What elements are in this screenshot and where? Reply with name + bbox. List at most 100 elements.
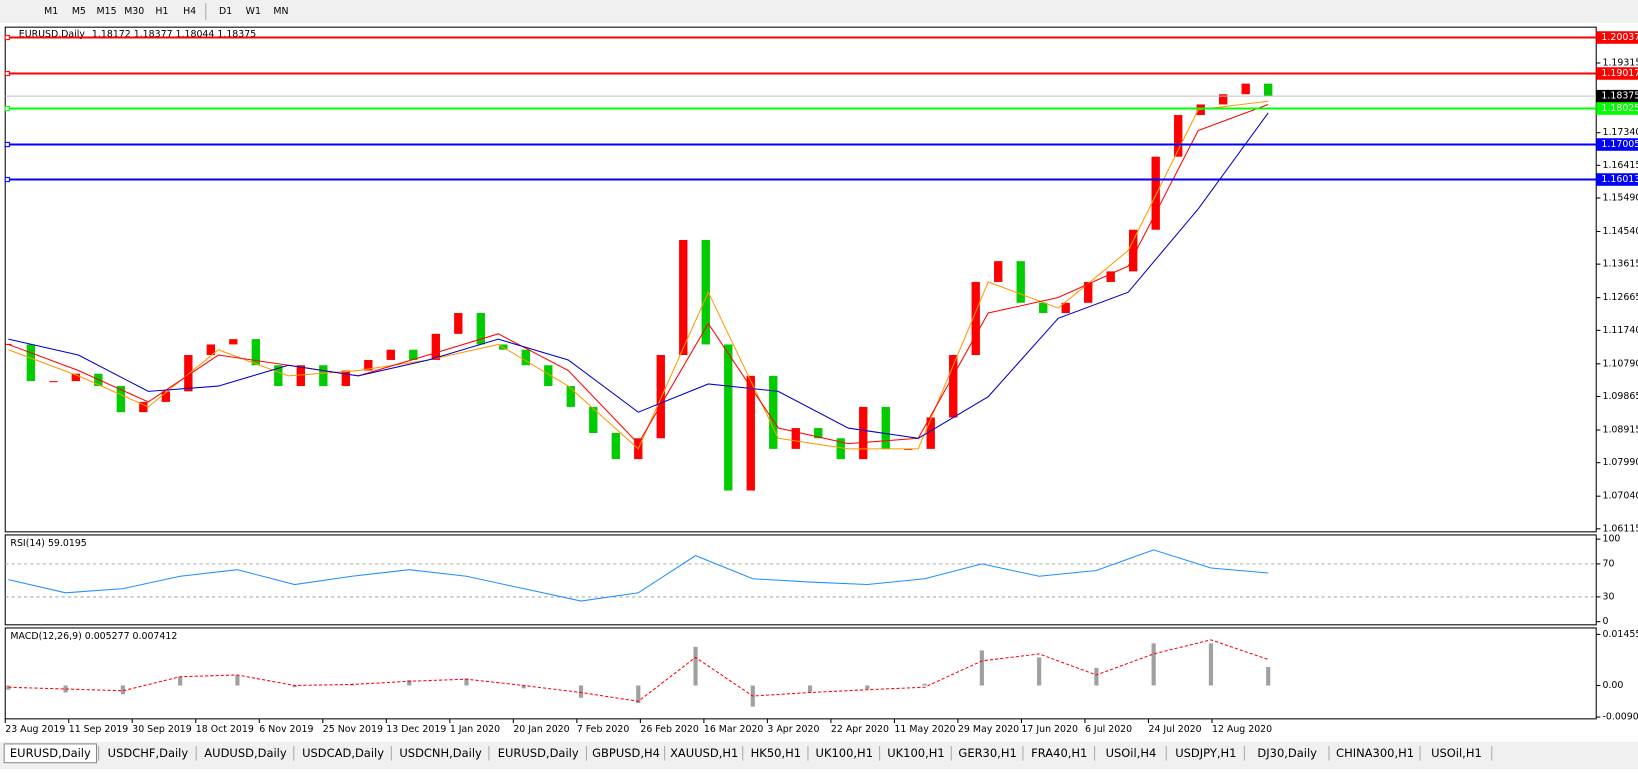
level-label: 1.16013	[1601, 174, 1638, 185]
x-tick-label: 17 Jun 2020	[1021, 724, 1078, 735]
tab-label[interactable]: EURUSD,Daily	[498, 746, 579, 760]
candle	[881, 406, 890, 449]
tab-label[interactable]: FRA40,H1	[1031, 746, 1087, 760]
macd-bar	[922, 683, 927, 686]
tab[interactable]	[1097, 743, 1165, 763]
tab-label[interactable]: GER30,H1	[958, 746, 1016, 760]
candle	[836, 438, 845, 460]
y-tick-label: 1.07040	[1602, 491, 1638, 502]
tab[interactable]	[296, 743, 390, 763]
tab-label[interactable]: GBPUSD,H4	[592, 746, 660, 760]
tab-label[interactable]: HK50,H1	[751, 746, 801, 760]
macd-bar	[636, 685, 641, 704]
candle	[724, 344, 733, 491]
timeframe-button[interactable]: M1	[44, 6, 58, 17]
tab-label[interactable]: USDCAD,Daily	[302, 746, 384, 760]
y-tick-label: 1.17340	[1602, 127, 1638, 138]
x-tick-label: 20 Jan 2020	[513, 724, 569, 735]
level-handle	[4, 70, 10, 77]
candle	[1219, 94, 1228, 105]
candle	[409, 349, 418, 360]
tab[interactable]	[101, 743, 195, 763]
x-tick-label: 23 Aug 2019	[5, 724, 65, 735]
tab-label[interactable]: USOil,H4	[1106, 746, 1157, 760]
timeframe-button[interactable]: M15	[97, 6, 117, 17]
tab[interactable]	[1247, 743, 1327, 763]
tab-label[interactable]: EURUSD,Daily	[10, 746, 91, 760]
tab[interactable]	[667, 743, 741, 763]
tab-label[interactable]: USDCNH,Daily	[399, 746, 482, 760]
tab[interactable]	[745, 743, 806, 763]
candle	[904, 448, 913, 450]
tab-label[interactable]: XAUUSD,H1	[670, 746, 738, 760]
tab[interactable]	[1169, 743, 1243, 763]
tab[interactable]	[811, 743, 878, 763]
tab[interactable]	[1026, 743, 1093, 763]
timeframe-button[interactable]: D1	[219, 6, 232, 17]
rsi-title: RSI(14) 59.0195	[10, 538, 86, 549]
candle	[814, 428, 823, 439]
level-handle	[4, 141, 10, 148]
candle	[206, 344, 216, 356]
candle	[296, 365, 305, 387]
macd-bar	[521, 685, 526, 689]
timeframe-button[interactable]: MN	[273, 6, 288, 17]
x-tick-label: 6 Nov 2019	[259, 724, 313, 735]
tab-label[interactable]: USOil,H1	[1431, 746, 1482, 760]
current-price-box	[1596, 89, 1638, 103]
rsi-panel	[4, 534, 1597, 626]
tab[interactable]	[1423, 743, 1490, 763]
candle	[161, 391, 171, 402]
timeframe-button[interactable]: H4	[183, 6, 196, 17]
candle	[791, 428, 800, 449]
tab-label[interactable]: CHINA300,H1	[1336, 746, 1414, 760]
level-box	[1596, 173, 1638, 186]
timeframe-button[interactable]: M5	[72, 6, 86, 17]
y-tick-label: 1.15490	[1602, 192, 1638, 203]
candle	[184, 355, 193, 392]
timeframe-button[interactable]: H1	[155, 6, 168, 17]
candle	[364, 359, 373, 371]
level-box	[1596, 138, 1638, 151]
timeframe-button[interactable]: M30	[124, 6, 144, 17]
tab-label[interactable]: USDJPY,H1	[1175, 746, 1236, 760]
candle	[949, 355, 958, 418]
y-tick-label: 70	[1602, 558, 1614, 569]
tab-label[interactable]: UK100,H1	[887, 746, 944, 760]
macd-bar	[407, 680, 412, 686]
x-tick-label: 13 Dec 2019	[386, 724, 446, 735]
tab[interactable]	[3, 743, 98, 764]
tab[interactable]	[954, 743, 1021, 763]
candle	[454, 313, 463, 334]
tab-label[interactable]: UK100,H1	[816, 746, 873, 760]
moving-average	[8, 103, 1269, 445]
tab[interactable]	[199, 743, 292, 763]
x-tick-label: 18 Oct 2019	[196, 724, 254, 735]
main-panel	[4, 26, 1597, 533]
y-tick-label: 0	[1602, 616, 1608, 627]
y-tick-label: -0.00900	[1602, 712, 1638, 723]
y-tick-label: 30	[1602, 591, 1614, 602]
candle	[71, 373, 81, 382]
y-tick-label: 1.11740	[1602, 325, 1638, 336]
level-label: 1.18025	[1601, 103, 1638, 114]
timeframe-button[interactable]: W1	[246, 6, 261, 17]
candle	[746, 375, 755, 491]
tab[interactable]	[492, 743, 585, 763]
tab[interactable]	[882, 743, 950, 763]
candle	[994, 261, 1003, 282]
tab-label[interactable]: DJ30,Daily	[1257, 746, 1317, 760]
tab-label[interactable]: USDCHF,Daily	[108, 746, 189, 760]
macd-bar	[1037, 657, 1042, 686]
macd-bar	[120, 685, 125, 695]
candle	[611, 433, 620, 460]
candle	[859, 406, 868, 460]
tab[interactable]	[1332, 743, 1418, 763]
tab-label[interactable]: AUDUSD,Daily	[204, 746, 287, 760]
level-handle	[4, 105, 10, 112]
macd-bar	[807, 685, 813, 693]
candle	[1151, 156, 1160, 230]
tab[interactable]	[394, 743, 487, 763]
tab[interactable]	[589, 743, 663, 763]
rsi-line	[8, 549, 1269, 602]
